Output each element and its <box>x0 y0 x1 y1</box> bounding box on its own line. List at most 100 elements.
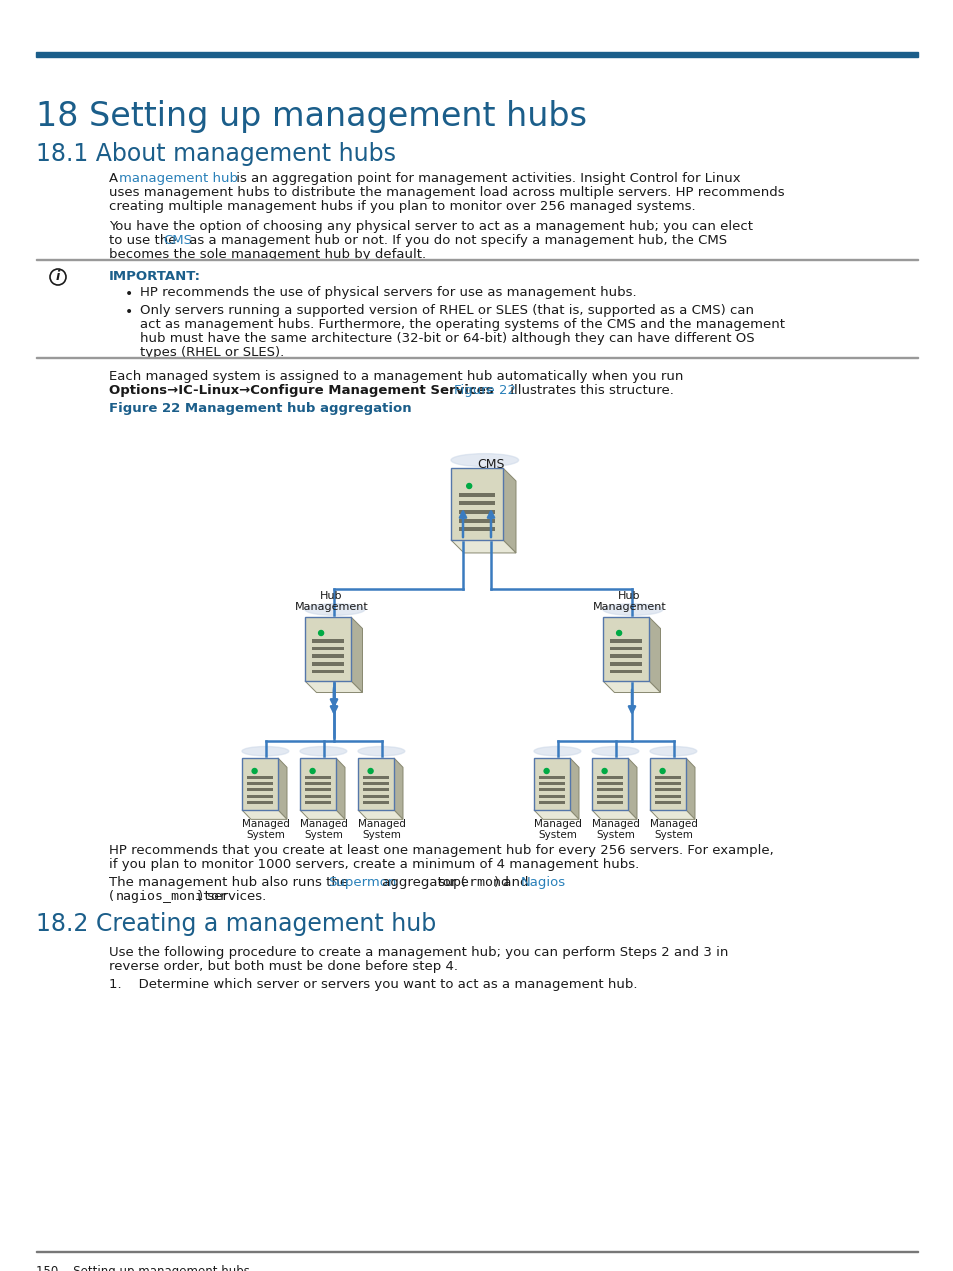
Text: Each managed system is assigned to a management hub automatically when you run: Each managed system is assigned to a man… <box>109 370 682 383</box>
Bar <box>538 782 564 785</box>
Bar <box>305 782 331 785</box>
Text: Figure 22 Management hub aggregation: Figure 22 Management hub aggregation <box>109 402 411 416</box>
Bar <box>609 662 641 666</box>
Bar <box>597 801 622 803</box>
Text: System: System <box>304 830 343 840</box>
Bar <box>247 775 273 779</box>
Text: •: • <box>125 305 133 319</box>
Ellipse shape <box>534 746 580 756</box>
Text: hub must have the same architecture (32-bit or 64-bit) although they can have di: hub must have the same architecture (32-… <box>140 332 754 344</box>
Bar <box>538 775 564 779</box>
Text: uses management hubs to distribute the management load across multiple servers. : uses management hubs to distribute the m… <box>109 186 783 200</box>
Polygon shape <box>502 468 516 553</box>
Bar <box>305 788 331 792</box>
Bar <box>609 670 641 674</box>
Text: Management: Management <box>294 601 368 611</box>
Text: to use the: to use the <box>109 234 180 247</box>
Bar <box>655 801 679 803</box>
Ellipse shape <box>649 746 696 756</box>
Text: Supermon: Supermon <box>328 876 395 888</box>
Text: Hub: Hub <box>618 591 640 600</box>
Polygon shape <box>534 810 578 820</box>
Bar <box>538 801 564 803</box>
FancyBboxPatch shape <box>649 758 685 810</box>
Bar <box>247 782 273 785</box>
Text: reverse order, but both must be done before step 4.: reverse order, but both must be done bef… <box>109 960 457 974</box>
Ellipse shape <box>242 746 289 756</box>
Bar <box>363 782 388 785</box>
Circle shape <box>318 630 323 636</box>
Bar <box>305 801 331 803</box>
FancyBboxPatch shape <box>357 758 394 810</box>
Text: supermond: supermond <box>437 876 510 888</box>
Ellipse shape <box>602 604 662 615</box>
Text: i: i <box>56 271 60 283</box>
Ellipse shape <box>305 604 364 615</box>
Text: creating multiple management hubs if you plan to monitor over 256 managed system: creating multiple management hubs if you… <box>109 200 695 214</box>
Polygon shape <box>394 758 402 820</box>
Text: Managed: Managed <box>592 819 639 829</box>
Bar <box>655 788 679 792</box>
Text: HP recommends that you create at least one management hub for every 256 servers.: HP recommends that you create at least o… <box>109 844 773 857</box>
Text: becomes the sole management hub by default.: becomes the sole management hub by defau… <box>109 248 426 261</box>
Text: 18 Setting up management hubs: 18 Setting up management hubs <box>36 100 586 133</box>
Polygon shape <box>649 810 695 820</box>
Ellipse shape <box>592 746 639 756</box>
Text: as a management hub or not. If you do not specify a management hub, the CMS: as a management hub or not. If you do no… <box>185 234 726 247</box>
Text: CMS: CMS <box>476 458 504 472</box>
Bar <box>655 782 679 785</box>
Ellipse shape <box>451 454 518 466</box>
FancyBboxPatch shape <box>305 616 351 681</box>
Circle shape <box>466 483 471 488</box>
Bar <box>312 655 344 658</box>
Text: illustrates this structure.: illustrates this structure. <box>505 384 673 397</box>
Bar <box>458 527 495 531</box>
Bar <box>458 493 495 497</box>
Circle shape <box>659 769 664 774</box>
Polygon shape <box>627 758 637 820</box>
Polygon shape <box>305 681 362 693</box>
Polygon shape <box>357 810 402 820</box>
Polygon shape <box>648 616 659 693</box>
Text: Use the following procedure to create a management hub; you can perform Steps 2 : Use the following procedure to create a … <box>109 946 727 960</box>
Text: types (RHEL or SLES).: types (RHEL or SLES). <box>140 346 284 358</box>
Circle shape <box>368 769 373 774</box>
Polygon shape <box>242 810 287 820</box>
Circle shape <box>252 769 256 774</box>
Polygon shape <box>602 681 659 693</box>
Text: Managed: Managed <box>357 819 406 829</box>
Bar <box>247 801 273 803</box>
FancyBboxPatch shape <box>299 758 335 810</box>
FancyBboxPatch shape <box>534 758 569 810</box>
Text: if you plan to monitor 1000 servers, create a minimum of 4 management hubs.: if you plan to monitor 1000 servers, cre… <box>109 858 639 871</box>
Text: Figure 22: Figure 22 <box>454 384 516 397</box>
Bar <box>609 647 641 651</box>
Bar <box>538 788 564 792</box>
Bar <box>363 788 388 792</box>
Text: ) and: ) and <box>494 876 532 888</box>
FancyBboxPatch shape <box>602 616 648 681</box>
Bar <box>597 788 622 792</box>
Polygon shape <box>335 758 345 820</box>
Bar <box>363 801 388 803</box>
Text: Management: Management <box>592 601 665 611</box>
Text: Nagios: Nagios <box>520 876 565 888</box>
Text: Managed: Managed <box>649 819 698 829</box>
Bar <box>363 794 388 797</box>
Bar <box>312 647 344 651</box>
Text: is an aggregation point for management activities. Insight Control for Linux: is an aggregation point for management a… <box>232 172 740 186</box>
Circle shape <box>601 769 606 774</box>
Bar <box>458 502 495 506</box>
Bar <box>538 794 564 797</box>
Text: System: System <box>246 830 285 840</box>
Text: Managed: Managed <box>300 819 348 829</box>
Bar <box>609 655 641 658</box>
Bar <box>36 52 917 57</box>
Bar <box>655 775 679 779</box>
Polygon shape <box>299 810 345 820</box>
Text: ) services.: ) services. <box>198 890 266 902</box>
Text: IMPORTANT:: IMPORTANT: <box>109 269 201 283</box>
Text: •: • <box>125 287 133 301</box>
Text: System: System <box>654 830 693 840</box>
Bar <box>247 794 273 797</box>
